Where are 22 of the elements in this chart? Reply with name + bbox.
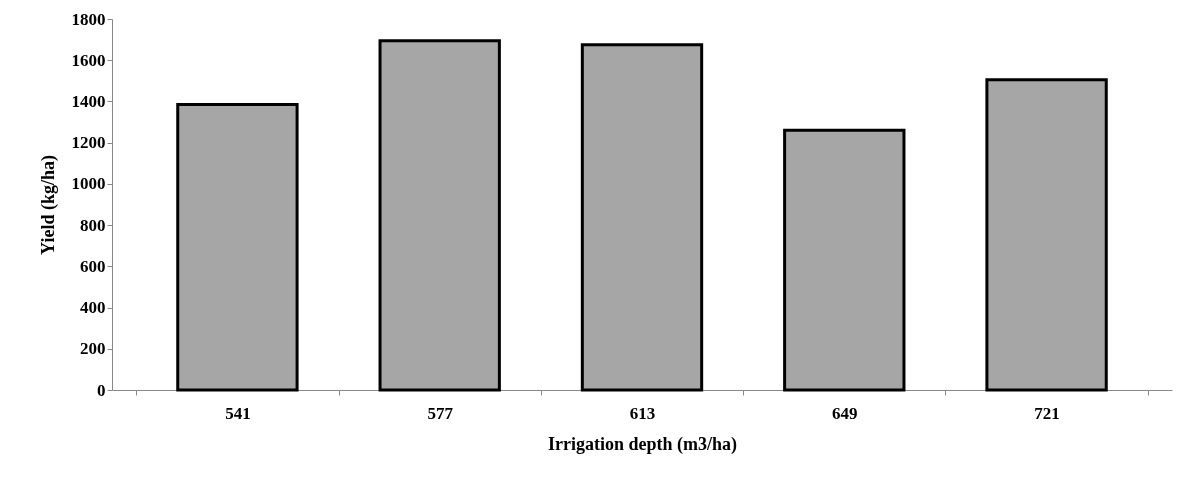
x-tick-label: 613 (629, 403, 656, 423)
y-tick-label: 1600 (71, 50, 106, 70)
y-tick-label: 1400 (71, 91, 106, 111)
y-tick-label: 200 (80, 339, 106, 359)
bar (378, 39, 501, 392)
x-tick-label: 721 (1034, 403, 1060, 423)
y-axis-title: Yield (kg/ha) (37, 155, 59, 255)
bar (580, 43, 704, 392)
y-tick-label: 1200 (71, 133, 106, 153)
y-tick-label: 400 (80, 298, 106, 318)
y-tick-label: 1800 (71, 9, 106, 29)
y-tick-label: 1000 (71, 174, 106, 194)
bar (985, 78, 1108, 392)
x-tick-label: 541 (225, 403, 251, 423)
x-tick-label: 649 (832, 403, 858, 423)
bar (176, 103, 299, 392)
bar (783, 128, 906, 392)
y-tick-label: 800 (80, 215, 106, 235)
y-tick-label: 0 (97, 380, 106, 400)
y-tick-label: 600 (80, 256, 106, 276)
x-tick-label: 577 (427, 403, 454, 423)
x-axis-title: Irrigation depth (m3/ha) (548, 433, 738, 455)
